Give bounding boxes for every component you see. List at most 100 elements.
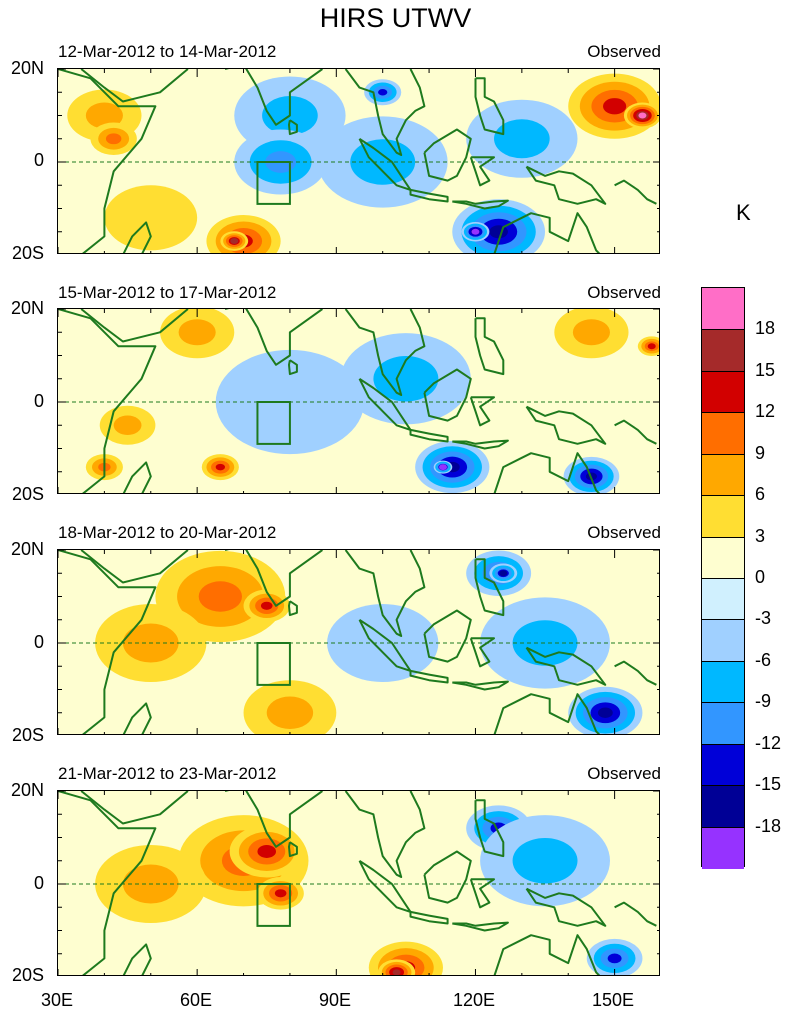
panel-1-label: Observed	[587, 42, 661, 61]
coastline	[288, 600, 298, 617]
map-panel-2	[57, 308, 660, 494]
anomaly-contour	[499, 570, 508, 577]
ylabel-0-p3: 0	[33, 632, 44, 652]
panel-2-label: Observed	[587, 283, 661, 302]
ylabel-20s-p4: 20S	[11, 965, 44, 985]
anomaly-contour	[198, 581, 242, 612]
coastline	[58, 69, 157, 253]
ylabel-20s-p1: 20S	[11, 243, 44, 263]
xlabel-30e: 30E	[40, 990, 74, 1010]
colorbar-box	[702, 288, 744, 330]
map-panel-1	[57, 68, 660, 254]
coastline	[409, 910, 449, 925]
ylabel-20n-p1: 20N	[10, 58, 44, 78]
anomaly-contour	[597, 707, 613, 718]
coastline	[525, 646, 607, 686]
colorbar-box	[702, 536, 744, 580]
anomaly-contour	[607, 953, 622, 964]
anomaly-contour	[438, 464, 447, 471]
ylabel-20n-p3: 20N	[10, 539, 44, 559]
anomaly-contour	[638, 112, 647, 119]
coastline	[288, 359, 298, 376]
coastline	[474, 317, 505, 376]
colorbar-box	[702, 329, 744, 373]
colorbar-label: 3	[755, 525, 766, 546]
coastline	[225, 791, 323, 848]
region-box	[256, 883, 291, 927]
coastline	[469, 156, 495, 187]
coastline	[58, 550, 157, 734]
colorbar-box	[702, 619, 744, 663]
colorbar-label: 0	[755, 567, 766, 587]
colorbar-label: -6	[755, 649, 772, 670]
colorbar-box	[702, 743, 744, 787]
colorbar	[701, 287, 745, 870]
map-panel-4-svg	[58, 791, 659, 975]
panel-3-date-range: 18-Mar-2012 to 20-Mar-2012	[58, 523, 277, 542]
panel-3-label: Observed	[587, 523, 661, 542]
coastline	[344, 550, 426, 637]
region-box	[256, 161, 291, 205]
map-panel-2-svg	[58, 309, 659, 493]
colorbar-label: 12	[755, 401, 776, 422]
coastline	[225, 550, 323, 607]
coastline	[469, 396, 495, 427]
coastline	[80, 791, 189, 825]
coastline	[474, 77, 505, 136]
coastline	[80, 69, 189, 103]
coastline	[525, 165, 607, 205]
panel-4-label: Observed	[587, 764, 661, 783]
coastline	[423, 609, 472, 663]
coastline	[452, 439, 509, 450]
map-panel-4	[57, 790, 660, 976]
colorbar-label: 9	[755, 442, 766, 463]
anomaly-contour	[494, 119, 550, 159]
coastline	[344, 791, 426, 878]
coastline	[423, 128, 472, 182]
panel-4-date-range: 21-Mar-2012 to 23-Mar-2012	[58, 764, 277, 783]
colorbar-box	[702, 702, 744, 746]
colorbar-label: -15	[755, 774, 782, 795]
anomaly-contour	[512, 837, 578, 884]
anomaly-contour	[274, 889, 287, 898]
coastline	[469, 878, 495, 909]
anomaly-contour	[105, 133, 122, 145]
region-box	[256, 401, 291, 445]
colorbar-box	[702, 495, 744, 539]
ylabel-0-p4: 0	[33, 873, 44, 893]
coastline	[525, 887, 607, 927]
colorbar-box	[702, 785, 744, 829]
anomaly-contour	[113, 415, 142, 436]
figure-title: HIRS UTWV	[319, 3, 472, 33]
ylabel-0-p1: 0	[33, 150, 44, 170]
ylabel-20n-p2: 20N	[10, 298, 44, 318]
anomaly-contour	[257, 844, 277, 858]
coastline	[493, 693, 601, 734]
coastline	[80, 550, 189, 584]
coastline	[358, 377, 412, 431]
coastline	[358, 137, 412, 191]
coastline	[122, 221, 152, 253]
coastline	[474, 799, 505, 858]
anomaly-contour	[471, 228, 480, 235]
coastline	[344, 69, 426, 156]
coastline	[225, 69, 323, 126]
anomaly-contour	[215, 463, 225, 471]
colorbar-label: 18	[755, 318, 776, 339]
xlabel-120e: 120E	[452, 990, 496, 1010]
coastline	[452, 921, 509, 932]
coastline	[58, 791, 157, 975]
region-box	[256, 642, 291, 686]
colorbar-label: 6	[755, 484, 766, 505]
coastline	[614, 660, 657, 686]
colorbar-box	[702, 826, 744, 870]
panel-1-date-range: 12-Mar-2012 to 14-Mar-2012	[58, 42, 277, 61]
colorbar-label: -18	[755, 815, 782, 836]
anomaly-contour	[260, 601, 273, 610]
coastline	[122, 943, 152, 975]
xlabel-60e: 60E	[179, 990, 213, 1010]
coastline	[58, 309, 157, 493]
coastline	[452, 199, 509, 210]
map-panel-1-svg	[58, 69, 659, 253]
panel-2-date-range: 15-Mar-2012 to 17-Mar-2012	[58, 283, 277, 302]
